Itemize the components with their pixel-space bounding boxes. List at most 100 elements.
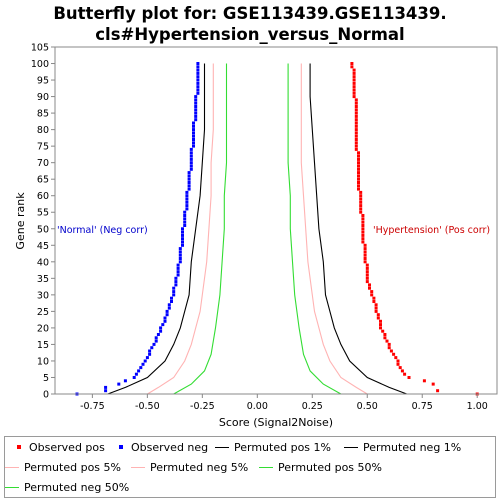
legend-label: Permuted neg 1%: [363, 440, 462, 454]
point-observed-neg: [192, 121, 195, 125]
y-tick-label: 0: [43, 390, 49, 401]
point-observed-neg: [172, 290, 176, 294]
point-observed-pos: [354, 134, 358, 138]
series-line-permuted-neg-50: [173, 63, 228, 395]
point-observed-pos: [365, 270, 369, 274]
x-axis-ticks: -0.75 -0.50 -0.25 0.00 0.25 0.50 0.75 1.00: [80, 394, 488, 412]
chart-subtitle: cls#Hypertension_versus_Normal: [95, 25, 404, 44]
x-tick-label: -0.75: [80, 401, 105, 412]
point-observed-pos: [398, 366, 402, 370]
point-observed-neg: [165, 313, 169, 317]
point-observed-neg: [189, 167, 193, 171]
point-observed-neg: [178, 247, 182, 251]
point-observed-pos: [370, 293, 374, 297]
point-observed-neg: [181, 240, 184, 244]
point-observed-pos: [354, 131, 358, 135]
point-observed-pos: [361, 217, 365, 221]
point-observed-pos: [352, 88, 356, 92]
point-observed-neg: [104, 389, 108, 393]
point-observed-pos: [361, 237, 365, 241]
point-observed-pos: [357, 187, 360, 191]
point-observed-pos: [368, 286, 371, 290]
point-observed-neg: [194, 105, 198, 108]
y-tick-label: 55: [37, 208, 49, 219]
point-observed-pos: [363, 257, 367, 260]
point-observed-neg: [183, 210, 187, 214]
point-observed-pos: [363, 260, 367, 264]
point-observed-neg: [170, 296, 173, 300]
x-tick-label: -0.50: [135, 401, 160, 412]
y-axis-ticks: 0 5 10 15 20 25 30 35 40 45 50 55 60 65 70 75 80 85 90 95 10…: [31, 43, 55, 401]
point-observed-pos: [359, 194, 363, 198]
point-observed-neg: [181, 227, 184, 231]
y-tick-label: 70: [37, 158, 49, 169]
point-observed-neg: [139, 366, 143, 370]
point-observed-pos: [359, 207, 363, 211]
point-observed-neg: [132, 376, 136, 379]
y-tick-label: 65: [37, 175, 49, 186]
point-observed-pos: [374, 309, 378, 313]
point-observed-neg: [181, 233, 184, 237]
point-observed-pos: [354, 124, 358, 128]
point-observed-pos: [372, 300, 376, 303]
point-observed-pos: [357, 171, 360, 175]
point-observed-pos: [352, 81, 356, 85]
point-observed-pos: [431, 382, 435, 386]
y-tick-label: 30: [37, 290, 49, 301]
y-tick-label: 105: [31, 43, 49, 54]
legend-swatch-permuted-pos-1: [215, 446, 229, 448]
y-tick-label: 85: [37, 109, 49, 120]
point-observed-neg: [192, 144, 195, 148]
point-observed-neg: [189, 147, 193, 151]
y-tick-label: 5: [43, 373, 49, 384]
point-observed-pos: [354, 147, 358, 151]
point-observed-neg: [194, 101, 198, 105]
legend-swatch-permuted-neg-50: [5, 486, 19, 488]
point-observed-pos: [403, 372, 407, 376]
point-observed-pos: [363, 243, 367, 247]
plot-frame: [54, 46, 498, 395]
point-observed-pos: [354, 128, 358, 132]
point-observed-pos: [361, 224, 365, 227]
legend-label: Permuted pos 1%: [234, 440, 331, 454]
point-observed-neg: [189, 151, 193, 155]
series-line-permuted-neg-5: [147, 63, 214, 395]
legend-item-permuted-pos-5: Permuted pos 5%: [5, 457, 121, 477]
point-observed-pos: [352, 91, 356, 95]
chart-legend: Observed pos Observed neg Permuted pos 1…: [4, 436, 496, 498]
point-observed-neg: [174, 280, 178, 284]
point-observed-pos: [400, 369, 404, 373]
point-observed-neg: [196, 85, 200, 89]
point-observed-neg: [189, 157, 193, 161]
y-tick-label: 45: [37, 241, 49, 252]
point-observed-pos: [381, 329, 385, 333]
x-axis-label: Score (Signal2Noise): [219, 416, 333, 429]
point-observed-neg: [150, 346, 154, 350]
legend-item-permuted-neg-1: Permuted neg 1%: [344, 437, 461, 457]
x-tick-label: 0.50: [357, 401, 378, 412]
point-observed-pos: [363, 247, 367, 251]
point-observed-pos: [359, 210, 363, 214]
point-observed-pos: [357, 151, 360, 155]
point-observed-neg: [159, 329, 163, 333]
point-observed-pos: [354, 118, 358, 122]
point-observed-neg: [185, 197, 189, 201]
point-observed-neg: [172, 293, 176, 297]
point-observed-neg: [187, 181, 191, 184]
point-observed-neg: [194, 95, 198, 99]
point-observed-neg: [196, 65, 200, 69]
point-observed-pos: [359, 204, 363, 208]
point-observed-pos: [357, 167, 360, 171]
point-observed-pos: [394, 356, 398, 360]
point-observed-neg: [183, 224, 187, 227]
point-observed-pos: [354, 121, 358, 125]
legend-swatch-permuted-neg-1: [344, 446, 358, 448]
legend-label: Permuted neg 5%: [150, 460, 249, 474]
point-observed-pos: [359, 197, 363, 201]
y-tick-label: 75: [37, 142, 49, 153]
y-tick-label: 35: [37, 274, 49, 285]
point-observed-neg: [176, 273, 180, 277]
point-observed-pos: [354, 98, 358, 102]
point-observed-neg: [194, 98, 198, 102]
point-observed-neg: [183, 217, 187, 221]
